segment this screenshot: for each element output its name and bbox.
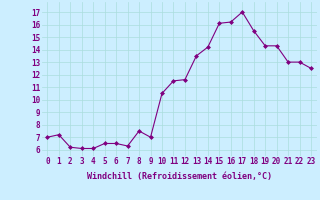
X-axis label: Windchill (Refroidissement éolien,°C): Windchill (Refroidissement éolien,°C): [87, 172, 272, 181]
